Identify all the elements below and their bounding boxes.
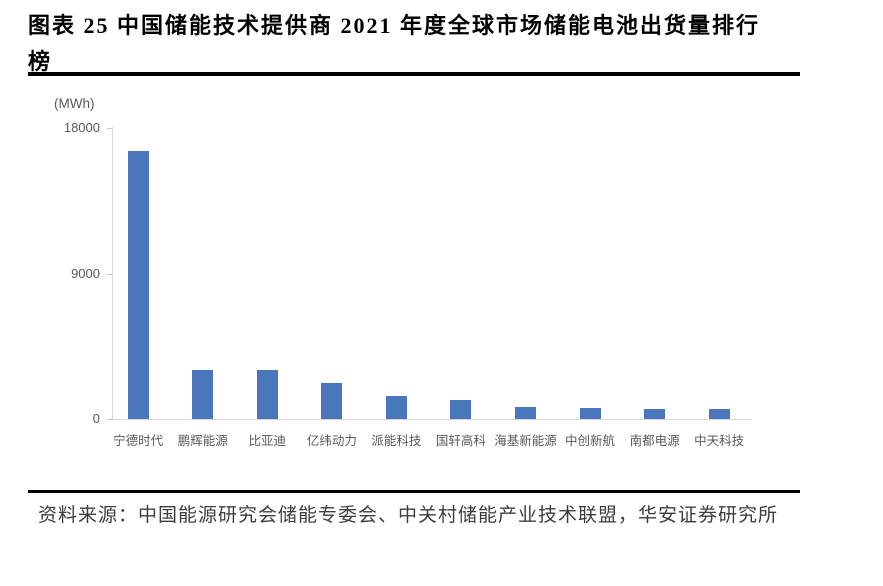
y-tick-mark (107, 128, 112, 129)
x-category-label: 南都电源 (629, 434, 680, 448)
y-tick-label: 18000 (63, 120, 100, 135)
x-category-label: 亿纬动力 (306, 434, 357, 448)
x-category-label: 宁德时代 (113, 434, 164, 448)
title-divider-line (28, 72, 800, 76)
y-tick-mark (107, 419, 112, 420)
y-tick-mark (107, 273, 112, 275)
bar-中天科技 (708, 409, 730, 419)
bar-比亚迪 (256, 370, 278, 419)
x-category-label: 国轩高科 (435, 434, 486, 448)
y-axis-line (112, 127, 113, 419)
y-axis-unit-label: (MWh) (54, 96, 95, 111)
x-category-label: 比亚迪 (248, 434, 287, 448)
source-divider-line (28, 490, 800, 493)
bar-鹏辉能源 (192, 370, 214, 419)
bar-宁德时代 (127, 151, 149, 419)
x-category-label: 中天科技 (694, 434, 745, 448)
bar-国轩高科 (450, 400, 472, 419)
bar-亿纬动力 (321, 383, 343, 419)
figure-title: 图表 25 中国储能技术提供商 2021 年度全球市场储能电池出货量排行榜 (28, 13, 761, 74)
bar-南都电源 (644, 409, 666, 419)
source-note: 资料来源：中国能源研究会储能专委会、中关村储能产业技术联盟，华安证券研究所 (38, 505, 779, 526)
y-tick-label: 0 (92, 411, 100, 426)
bar-派能科技 (385, 396, 407, 419)
y-tick-label: 9000 (71, 265, 100, 281)
x-category-label: 海基新能源 (494, 434, 557, 448)
x-category-label: 中创新航 (565, 434, 616, 448)
x-category-label: 鹏辉能源 (177, 434, 228, 448)
x-category-label: 派能科技 (371, 434, 422, 448)
bar-海基新能源 (515, 407, 536, 419)
bar-中创新航 (579, 408, 601, 419)
x-axis-line (112, 419, 752, 420)
